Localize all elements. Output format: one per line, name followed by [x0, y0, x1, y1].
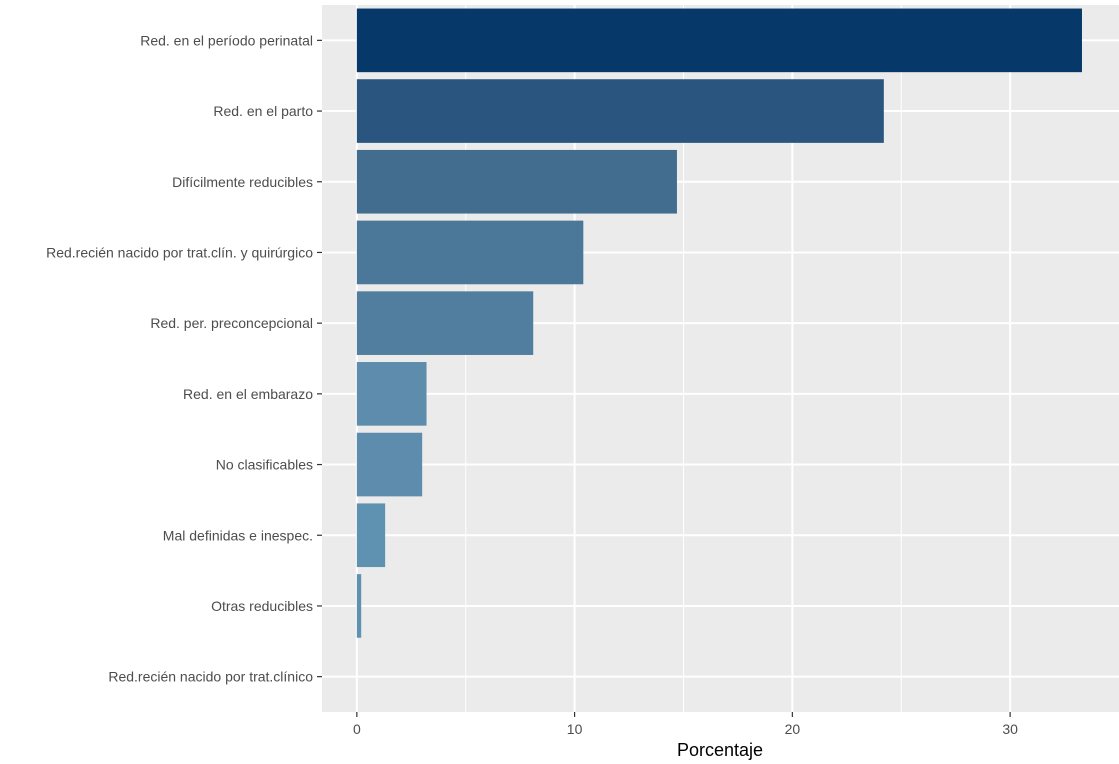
x-axis: 0 10 20 30 [353, 712, 1018, 737]
x-tick-label: 30 [1002, 721, 1018, 737]
bars [356, 8, 1082, 638]
y-tick-label: Mal definidas e inespec. [163, 527, 313, 543]
y-tick-label: Red. per. preconcepcional [150, 315, 313, 331]
x-axis-title: Porcentaje [677, 740, 763, 760]
bar [356, 8, 1082, 73]
y-axis: Red. en el período perinatal Red. en el p… [46, 32, 322, 685]
bar [356, 503, 386, 568]
y-tick-label: Otras reducibles [211, 598, 313, 614]
x-tick-label: 0 [353, 721, 361, 737]
y-tick-label: Red.recién nacido por trat.clín. y quirú… [46, 244, 313, 260]
bar [356, 432, 423, 497]
bar [356, 79, 884, 143]
bar [356, 149, 677, 214]
x-tick-label: 20 [785, 721, 801, 737]
y-tick-label: Red. en el parto [213, 103, 313, 119]
y-tick-label: Difícilmente reducibles [172, 174, 313, 190]
y-tick-label: No clasificables [216, 457, 313, 473]
bar [356, 574, 362, 638]
y-tick-label: Red.recién nacido por trat.clínico [108, 669, 313, 685]
bar [356, 220, 584, 285]
bar [356, 362, 427, 426]
bar [356, 291, 534, 355]
y-tick-label: Red. en el período perinatal [140, 32, 313, 48]
x-tick-label: 10 [567, 721, 583, 737]
y-tick-label: Red. en el embarazo [183, 386, 313, 402]
